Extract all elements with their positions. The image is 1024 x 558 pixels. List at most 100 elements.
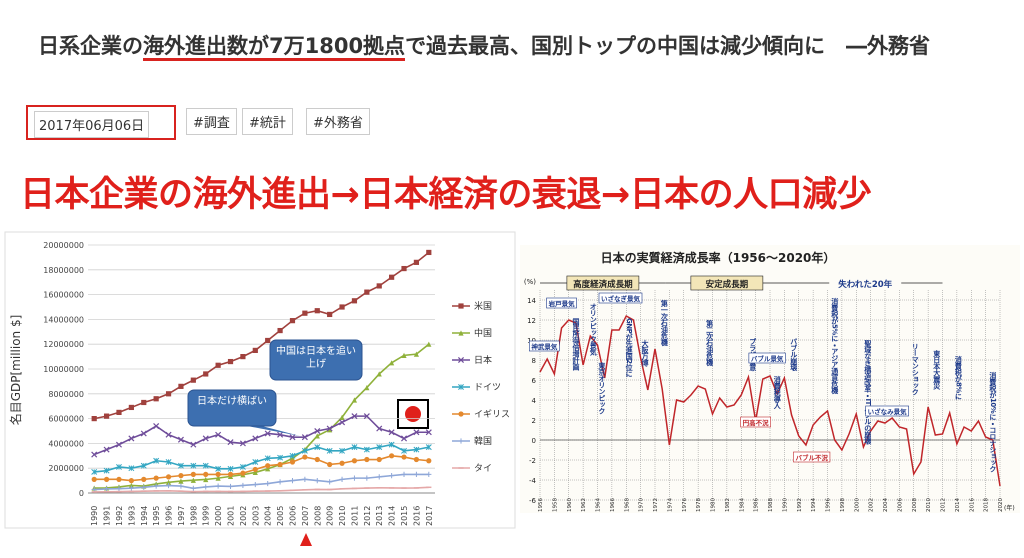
- data-marker: [400, 435, 408, 442]
- data-marker: [116, 476, 122, 482]
- data-marker: [326, 425, 333, 432]
- data-marker: [314, 478, 320, 484]
- event-box: [793, 451, 831, 463]
- x-tick-label: 2000: [854, 498, 860, 512]
- data-marker: [103, 446, 110, 453]
- x-tick-label: 1999: [202, 506, 211, 526]
- y-tick-label: 2: [532, 417, 536, 425]
- data-marker: [116, 409, 122, 415]
- data-marker: [401, 265, 407, 272]
- data-marker: [302, 454, 308, 460]
- data-marker: [413, 351, 420, 357]
- legend-label: タイ: [474, 463, 492, 474]
- data-marker: [388, 429, 395, 436]
- data-marker: [227, 358, 234, 365]
- year-pointer: [300, 533, 312, 546]
- x-tick-label: 1994: [811, 498, 817, 512]
- data-marker: [178, 383, 184, 389]
- y-tick-label: 6: [532, 377, 537, 385]
- chart-title: 日本の実質経済成長率（1956～2020年）: [601, 250, 836, 265]
- data-marker: [327, 479, 333, 485]
- x-tick-label: 2002: [239, 506, 248, 526]
- data-marker: [289, 452, 296, 459]
- data-marker: [141, 399, 147, 406]
- data-marker: [165, 459, 172, 465]
- data-marker: [265, 463, 271, 469]
- callout: [187, 389, 277, 427]
- post-title[interactable]: 日系企業の海外進出数が7万1800拠点で過去最高、国別トップの中国は減少傾向に …: [38, 26, 958, 66]
- series-line: [94, 343, 430, 489]
- y-tick-label: 8000000: [48, 390, 84, 399]
- highlight-box: [397, 399, 429, 429]
- x-tick-label: 2001: [227, 506, 236, 526]
- data-marker: [165, 431, 172, 438]
- x-tick-label: 1992: [797, 498, 803, 512]
- data-marker: [153, 396, 159, 402]
- data-marker: [177, 462, 184, 469]
- left-chart-frame: [4, 231, 516, 529]
- data-marker: [351, 444, 358, 451]
- data-marker: [376, 425, 383, 432]
- data-marker: [277, 327, 283, 334]
- x-tick-label: 1991: [103, 506, 112, 526]
- data-marker: [376, 444, 383, 451]
- legend-label: 中国: [474, 327, 492, 339]
- x-tick-label: 1962: [581, 498, 587, 512]
- x-tick-label: 2020: [998, 498, 1004, 512]
- y-tick-label: 4000000: [48, 439, 84, 448]
- series-line: [94, 251, 430, 420]
- data-marker: [252, 435, 259, 442]
- series-line: [93, 415, 429, 456]
- data-marker: [339, 460, 345, 466]
- data-marker: [426, 471, 432, 477]
- growth-line: [539, 314, 1001, 487]
- data-marker: [215, 471, 221, 477]
- series-line: [94, 486, 429, 493]
- data-marker: [190, 462, 197, 469]
- y-tick-label: 8: [532, 357, 536, 365]
- data-marker: [289, 318, 296, 324]
- event-label: バブル崩壊: [789, 338, 798, 372]
- x-tick-label: 2016: [969, 498, 975, 512]
- data-marker: [458, 303, 464, 309]
- y-tick-label: 4: [532, 397, 537, 405]
- event-box: [598, 292, 643, 304]
- data-marker: [314, 308, 320, 314]
- data-marker: [264, 430, 271, 437]
- data-marker: [413, 429, 420, 436]
- data-marker: [116, 486, 122, 492]
- data-marker: [339, 476, 345, 482]
- tag[interactable]: #外務省: [306, 108, 370, 135]
- tag[interactable]: #調査: [186, 108, 237, 135]
- tag[interactable]: #統計: [242, 108, 293, 135]
- data-marker: [401, 471, 407, 477]
- event-label: リーマンショック: [911, 343, 919, 396]
- event-label: 消費税が5%に・アジア通貨危機: [830, 297, 839, 395]
- data-marker: [302, 310, 308, 316]
- title-part: 海外進出数が7万1800拠点: [143, 34, 406, 61]
- x-tick-label: 2004: [883, 498, 889, 512]
- event-box: [546, 297, 577, 309]
- callout-text-box: 中国は日本を追い上げ: [276, 346, 356, 370]
- event-label: GNPが先進国2位に: [625, 318, 634, 377]
- data-marker: [240, 354, 246, 360]
- event-label: バブル景気: [751, 354, 784, 363]
- data-marker: [314, 456, 320, 463]
- legend-label: 韓国: [474, 435, 492, 447]
- callout-tail: [242, 425, 300, 436]
- legend-label: 米国: [474, 300, 492, 312]
- x-tick-label: 1970: [639, 498, 645, 512]
- data-marker: [203, 476, 209, 483]
- y-tick-label: 2000000: [48, 464, 84, 473]
- x-tick-label: 2002: [869, 498, 875, 512]
- data-marker: [202, 435, 209, 442]
- data-marker: [327, 427, 333, 433]
- x-tick-label: 1984: [739, 498, 745, 512]
- event-label: 第一次石油危機: [660, 299, 669, 347]
- data-marker: [327, 461, 333, 468]
- x-tick-label: 2016: [412, 506, 421, 526]
- x-tick-label: 1988: [768, 498, 774, 512]
- x-tick-label: 1956: [538, 498, 544, 512]
- event-label: 東京オリンピック: [597, 361, 606, 415]
